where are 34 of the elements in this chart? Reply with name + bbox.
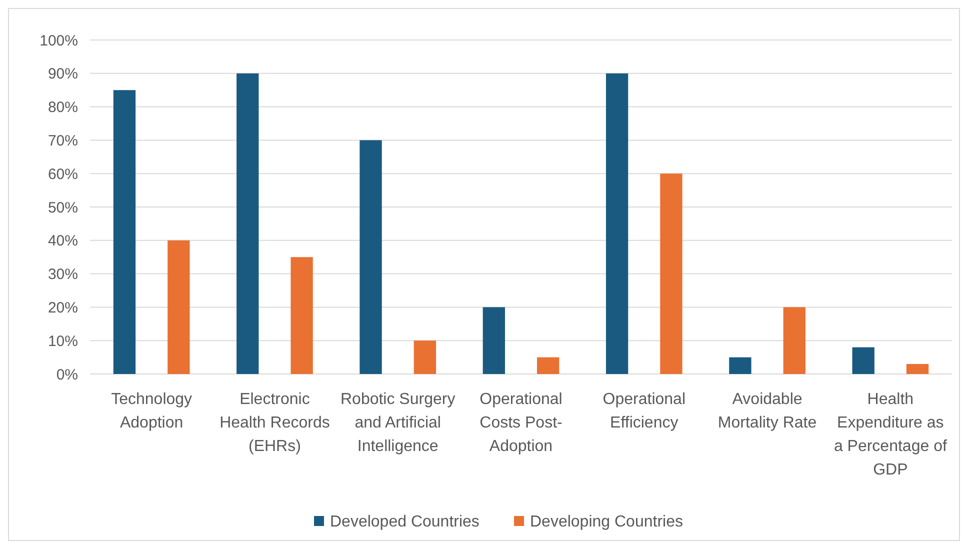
- bar: [606, 73, 628, 374]
- y-tick-label: 40%: [48, 232, 78, 250]
- x-tick-label: Avoidable Mortality Rate: [718, 391, 817, 432]
- bar: [360, 140, 382, 374]
- bar: [852, 347, 874, 374]
- y-tick-label: 20%: [48, 299, 78, 316]
- x-tick-label: Technology Adoption: [111, 391, 192, 432]
- y-tick-label: 70%: [48, 132, 78, 150]
- x-tick-label: Electronic Health Records (EHRs): [220, 391, 330, 455]
- bar: [660, 174, 682, 374]
- bar: [783, 307, 806, 374]
- bar: [729, 357, 752, 374]
- bar: [290, 257, 313, 374]
- bar: [113, 90, 136, 374]
- y-tick-label: 50%: [48, 199, 78, 216]
- y-tick-label: 100%: [40, 32, 78, 50]
- bar: [168, 240, 190, 374]
- bar: [236, 73, 259, 374]
- y-tick-label: 10%: [48, 332, 78, 350]
- y-tick-label: 80%: [48, 99, 78, 116]
- y-tick-label: 30%: [48, 266, 78, 284]
- bar: [906, 364, 929, 374]
- x-tick-label: Operational Costs Post-Adoption: [480, 391, 562, 455]
- bar: [414, 340, 436, 374]
- x-tick-label: Operational Efficiency: [602, 391, 686, 432]
- y-tick-label: 90%: [48, 66, 78, 83]
- y-tick-label: 60%: [48, 166, 78, 183]
- x-tick-label: Health Expenditure as a Percentage of GDP: [834, 391, 948, 478]
- bar: [537, 357, 560, 374]
- y-tick-label: 0%: [56, 366, 78, 384]
- legend-label: Developed Countries: [330, 514, 480, 531]
- bar: [482, 307, 505, 374]
- x-tick-label: Robotic Surgery and Artificial Intelligence: [340, 391, 456, 455]
- legend-label: Developing Countries: [530, 514, 683, 531]
